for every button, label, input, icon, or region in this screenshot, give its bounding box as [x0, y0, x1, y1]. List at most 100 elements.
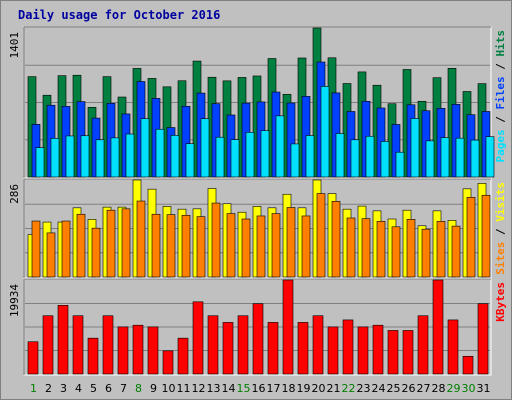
- bar-kbytes-day-3: [57, 305, 69, 375]
- bar-pages-day-30: [470, 139, 480, 178]
- bar-pages-day-28: [440, 137, 450, 178]
- day-label-17: 17: [267, 382, 281, 395]
- bar-kbytes-day-7: [117, 326, 129, 375]
- bar-sites-day-20: [316, 193, 326, 278]
- bar-pages-day-14: [230, 139, 240, 178]
- ymax-label-visits-sites: 286: [8, 184, 21, 204]
- bar-kbytes-day-21: [327, 326, 339, 375]
- legend-item-hits-files-pages-0: Pages: [494, 129, 507, 162]
- day-label-27: 27: [417, 382, 431, 395]
- legend-item-hits-files-pages-2: Files: [494, 76, 507, 109]
- day-label-19: 19: [297, 382, 311, 395]
- day-label-4: 4: [75, 382, 82, 395]
- legend-item-visits-sites-2: Visits: [494, 182, 507, 222]
- bar-sites-day-29: [451, 225, 461, 278]
- bar-sites-day-10: [166, 214, 176, 278]
- bar-pages-day-1: [35, 147, 45, 178]
- bar-kbytes-day-9: [147, 326, 159, 375]
- legend-item-hits-files-pages-3: /: [494, 57, 507, 77]
- bar-sites-day-19: [301, 215, 311, 278]
- day-label-14: 14: [222, 382, 236, 395]
- bar-sites-day-24: [376, 221, 386, 278]
- legend-item-kbytes-0: KBytes: [494, 282, 507, 322]
- bar-sites-day-31: [481, 194, 491, 278]
- bar-kbytes-day-15: [237, 315, 249, 375]
- bar-pages-day-5: [95, 139, 105, 178]
- day-label-25: 25: [387, 382, 401, 395]
- chart-title: Daily usage for October 2016: [18, 8, 220, 22]
- day-label-30: 30: [462, 382, 476, 395]
- day-label-26: 26: [402, 382, 416, 395]
- day-label-6: 6: [105, 382, 112, 395]
- bar-sites-day-22: [346, 217, 356, 278]
- day-label-15: 15: [237, 382, 251, 395]
- bar-kbytes-day-5: [87, 337, 99, 375]
- legend-item-hits-files-pages-4: Hits: [494, 30, 507, 57]
- day-label-18: 18: [282, 382, 296, 395]
- legend-hits-files-pages: Pages / Files / Hits: [494, 30, 507, 163]
- bar-pages-day-3: [65, 135, 75, 178]
- legend-kbytes: KBytes: [494, 282, 507, 322]
- bar-sites-day-14: [226, 213, 236, 278]
- bar-pages-day-2: [50, 138, 60, 178]
- bar-pages-day-18: [290, 143, 300, 178]
- day-label-13: 13: [207, 382, 221, 395]
- bar-kbytes-day-8: [132, 324, 144, 375]
- day-label-2: 2: [45, 382, 52, 395]
- bar-sites-day-25: [391, 226, 401, 278]
- day-label-24: 24: [372, 382, 386, 395]
- day-label-8: 8: [135, 382, 142, 395]
- legend-item-visits-sites-0: Sites: [494, 242, 507, 275]
- bar-pages-day-24: [380, 141, 390, 178]
- bar-sites-day-17: [271, 213, 281, 278]
- day-label-9: 9: [150, 382, 157, 395]
- bar-sites-day-3: [61, 220, 71, 278]
- legend-item-visits-sites-1: /: [494, 222, 507, 242]
- bar-pages-day-21: [335, 133, 345, 178]
- bar-sites-day-21: [331, 201, 341, 278]
- bar-kbytes-day-14: [222, 322, 234, 375]
- bar-kbytes-day-2: [42, 315, 54, 375]
- day-label-20: 20: [312, 382, 326, 395]
- bar-pages-day-6: [110, 137, 120, 178]
- bar-pages-day-31: [485, 136, 495, 178]
- legend-visits-sites: Sites / Visits: [494, 182, 507, 275]
- bar-sites-day-11: [181, 214, 191, 278]
- bar-pages-day-10: [170, 135, 180, 178]
- bar-sites-day-12: [196, 216, 206, 278]
- bar-kbytes-day-24: [372, 324, 384, 375]
- bar-sites-day-26: [406, 219, 416, 278]
- legend-item-hits-files-pages-1: /: [494, 110, 507, 130]
- day-label-10: 10: [162, 382, 176, 395]
- bar-kbytes-day-26: [402, 330, 414, 375]
- bar-pages-day-12: [200, 118, 210, 178]
- bar-kbytes-day-23: [357, 326, 369, 375]
- bar-kbytes-day-29: [447, 319, 459, 375]
- bar-sites-day-28: [436, 221, 446, 278]
- bar-pages-day-23: [365, 135, 375, 178]
- bar-kbytes-day-1: [27, 341, 39, 375]
- bar-sites-day-9: [151, 213, 161, 278]
- day-label-3: 3: [60, 382, 67, 395]
- day-label-1: 1: [30, 382, 37, 395]
- bar-kbytes-day-25: [387, 330, 399, 375]
- bar-kbytes-day-4: [72, 315, 84, 375]
- bar-pages-day-22: [350, 139, 360, 178]
- bar-kbytes-day-6: [102, 315, 114, 375]
- day-label-22: 22: [342, 382, 356, 395]
- bar-sites-day-1: [31, 220, 41, 278]
- day-label-16: 16: [252, 382, 266, 395]
- bar-kbytes-day-18: [282, 279, 294, 375]
- bar-pages-day-9: [155, 128, 165, 178]
- day-label-21: 21: [327, 382, 341, 395]
- bar-pages-day-13: [215, 136, 225, 178]
- bar-kbytes-day-27: [417, 315, 429, 375]
- bar-pages-day-16: [260, 130, 270, 178]
- bar-sites-day-6: [106, 209, 116, 278]
- bar-pages-day-20: [320, 86, 330, 178]
- day-label-31: 31: [477, 382, 491, 395]
- day-label-28: 28: [432, 382, 446, 395]
- bar-kbytes-day-19: [297, 322, 309, 375]
- day-label-23: 23: [357, 382, 371, 395]
- bar-kbytes-day-13: [207, 315, 219, 375]
